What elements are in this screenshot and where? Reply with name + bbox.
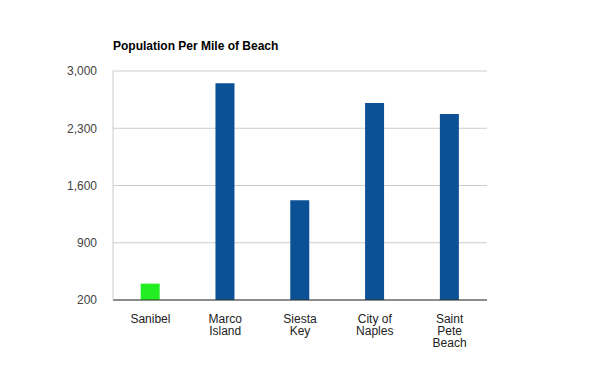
svg-text:Sanibel: Sanibel	[130, 312, 170, 326]
svg-text:MarcoIsland: MarcoIsland	[209, 312, 243, 338]
svg-text:200: 200	[77, 293, 97, 307]
svg-text:City ofNaples: City ofNaples	[356, 312, 393, 338]
svg-text:3,000: 3,000	[67, 64, 97, 78]
html-text:Population Per Mile of Beach: Population Per Mile of Beach	[113, 39, 279, 53]
svg-text:900: 900	[77, 236, 97, 250]
svg-text:SiestaKey: SiestaKey	[283, 312, 317, 338]
svg-text:SaintPeteBeach: SaintPeteBeach	[433, 312, 467, 350]
svg-text:2,300: 2,300	[67, 122, 97, 136]
svg-text:1,600: 1,600	[67, 179, 97, 193]
